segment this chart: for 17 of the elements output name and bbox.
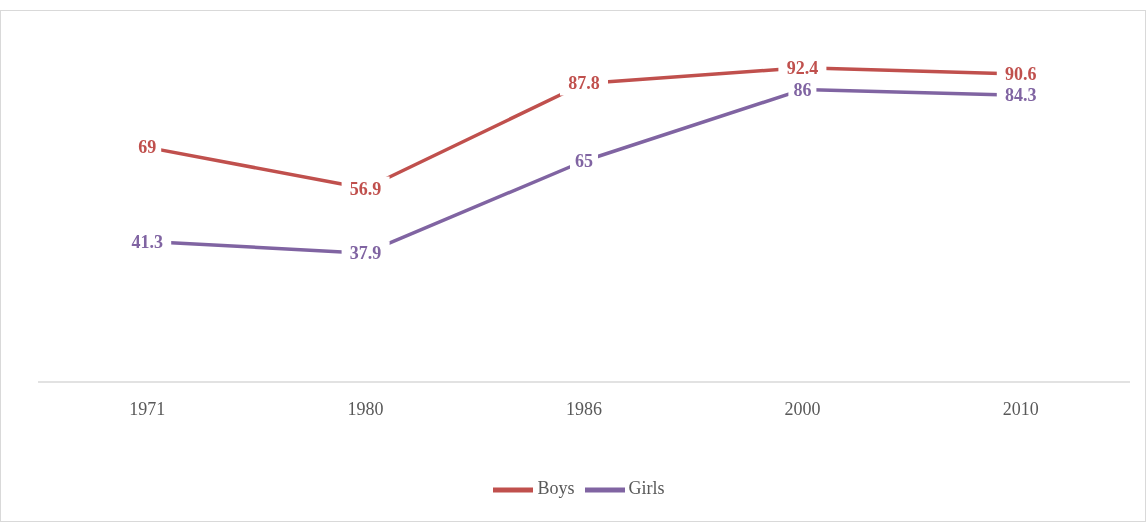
legend-label: Girls [628,478,665,499]
data-label: 90.6 [1005,63,1037,84]
data-label: 65 [575,151,593,171]
data-label: 69 [138,137,157,158]
data-label: 37.9 [349,243,382,264]
x-tick-label: 1971 [129,398,166,419]
data-label: 84.3 [1005,85,1037,106]
data-label: 92.4 [786,57,819,78]
legend-label: Boys [537,478,575,499]
data-label: 86 [793,79,812,100]
x-tick-label: 1986 [566,398,602,419]
x-tick-label: 2010 [1002,398,1039,419]
x-tick-label: 1980 [347,398,384,419]
data-label: 41.3 [131,231,163,252]
data-label: 56.9 [349,178,382,199]
data-label: 87.8 [568,73,600,94]
x-tick-label: 2000 [784,398,821,419]
